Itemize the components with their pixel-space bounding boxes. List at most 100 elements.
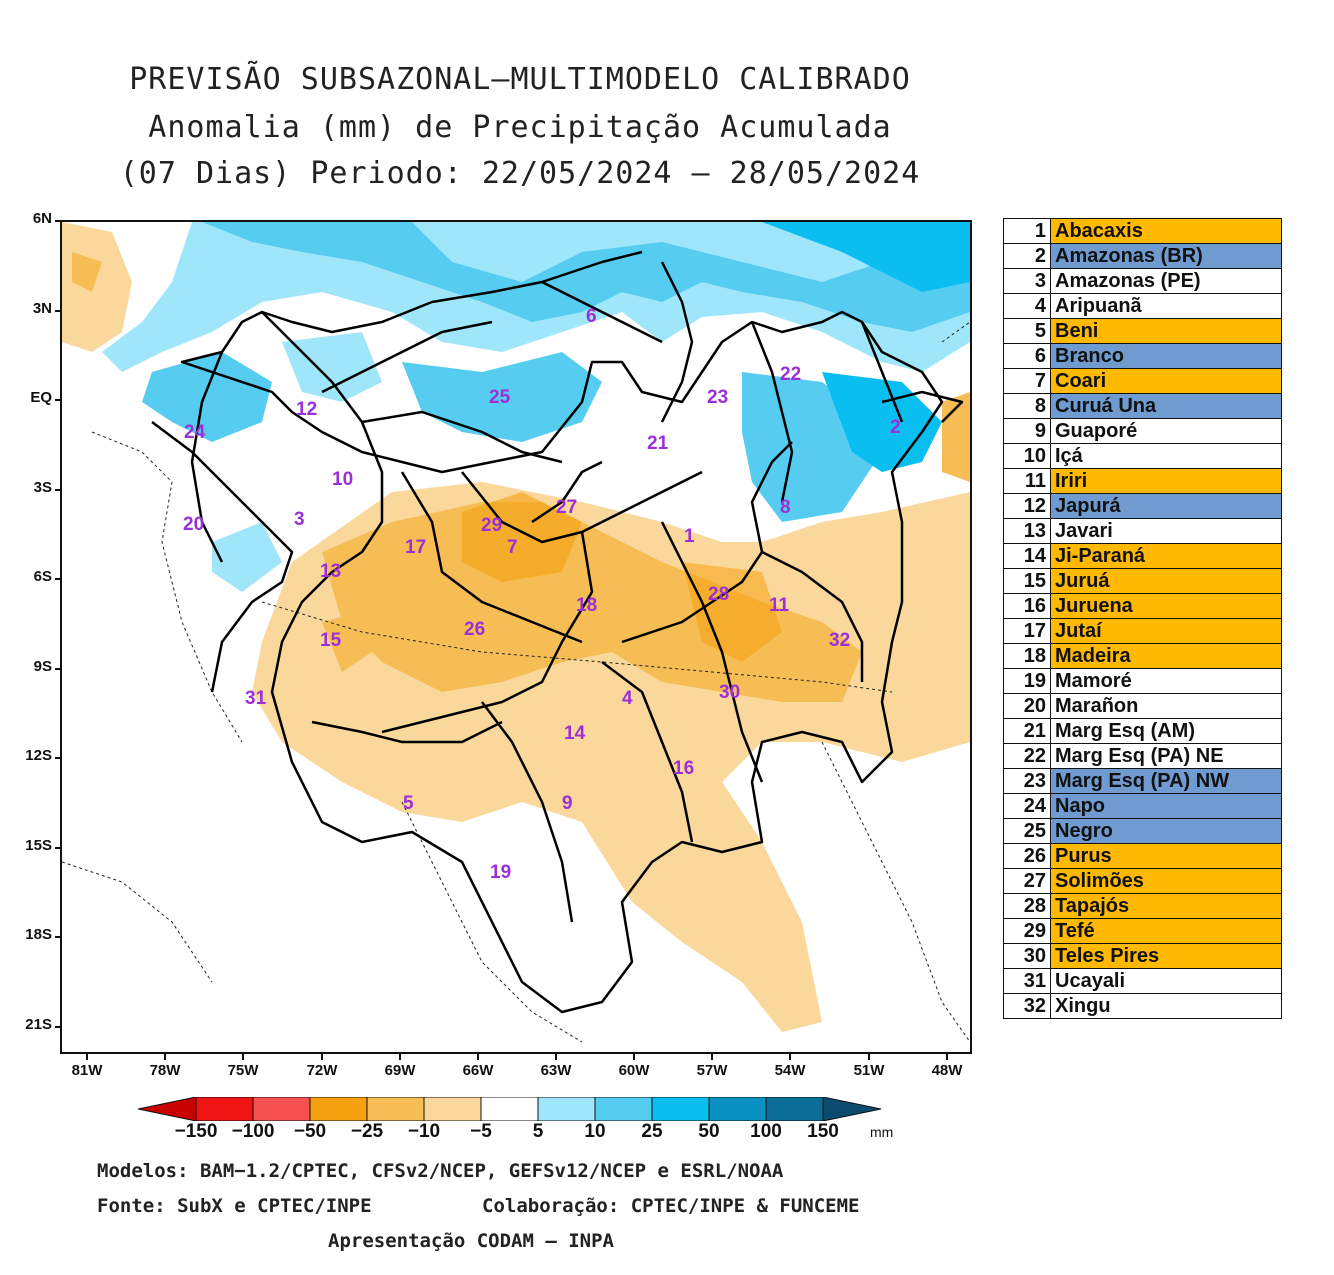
legend-row: 9 Guaporé (1003, 418, 1282, 444)
map-title: PREVISÃO SUBSAZONAL—MULTIMODELO CALIBRAD… (129, 62, 911, 97)
x-tick-label: 78W (149, 1062, 181, 1079)
legend-basin-name: Guaporé (1050, 418, 1282, 444)
footer-collab: Colaboração: CPTEC/INPE & FUNCEME (482, 1195, 860, 1217)
legend-row: 1 Abacaxis (1003, 218, 1282, 244)
colorbar-segment (309, 1097, 368, 1121)
legend-row: 29 Tefé (1003, 918, 1282, 944)
legend-number: 15 (1003, 568, 1051, 594)
legend-row: 10 Içá (1003, 443, 1282, 469)
x-tick-label: 54W (774, 1062, 806, 1079)
legend-basin-name: Xingu (1050, 993, 1282, 1019)
colorbar-segment (195, 1097, 254, 1121)
legend-number: 18 (1003, 643, 1051, 669)
legend-number: 21 (1003, 718, 1051, 744)
legend-number: 14 (1003, 543, 1051, 569)
legend-row: 32 Xingu (1003, 993, 1282, 1019)
region-label: 31 (245, 688, 267, 709)
legend-basin-name: Coari (1050, 368, 1282, 394)
legend-number: 31 (1003, 968, 1051, 994)
region-label: 11 (769, 595, 790, 616)
dry-anomaly-fields (62, 222, 970, 1032)
region-label: 6 (586, 306, 597, 327)
legend-basin-name: Branco (1050, 343, 1282, 369)
legend-number: 1 (1003, 218, 1051, 244)
footer-source: Fonte: SubX e CPTEC/INPE (97, 1195, 372, 1217)
legend-basin-name: Ji-Paraná (1050, 543, 1282, 569)
legend-basin-name: Marañon (1050, 693, 1282, 719)
footer-presentation: Apresentação CODAM – INPA (328, 1230, 614, 1252)
legend-basin-name: Marg Esq (AM) (1050, 718, 1282, 744)
legend-number: 30 (1003, 943, 1051, 969)
x-tick-label: 75W (227, 1062, 259, 1079)
legend-row: 19 Mamoré (1003, 668, 1282, 694)
legend-basin-name: Javari (1050, 518, 1282, 544)
region-labels: 1 2 3 4 5 6 7 8 9 10 11 12 13 14 15 16 1… (183, 306, 901, 883)
region-label: 15 (320, 630, 342, 651)
colorbar-segment (708, 1097, 767, 1121)
map-svg: 1 2 3 4 5 6 7 8 9 10 11 12 13 14 15 16 1… (62, 222, 970, 1043)
region-label: 12 (296, 399, 317, 420)
region-label: 22 (780, 364, 801, 385)
y-tick-label: EQ (30, 389, 52, 406)
legend-row: 26 Purus (1003, 843, 1282, 869)
x-tick-label: 48W (931, 1062, 963, 1079)
x-tick-label: 69W (384, 1062, 416, 1079)
legend-row: 7 Coari (1003, 368, 1282, 394)
y-tick-label: 21S (25, 1016, 52, 1033)
colorbar-unit: mm (870, 1124, 894, 1140)
legend-row: 2 Amazonas (BR) (1003, 243, 1282, 269)
wet-anomaly-fields (102, 222, 970, 592)
region-label: 30 (719, 682, 740, 703)
legend-row: 4 Aripuanã (1003, 293, 1282, 319)
region-label: 27 (556, 497, 577, 518)
legend-row: 3 Amazonas (PE) (1003, 268, 1282, 294)
colorbar-tick-label: −150 (174, 1121, 218, 1142)
legend-basin-name: Amazonas (BR) (1050, 243, 1282, 269)
colorbar-segment (423, 1097, 482, 1121)
colorbar-tick-label: −25 (350, 1121, 384, 1142)
region-label: 2 (890, 417, 901, 438)
legend-number: 11 (1003, 468, 1051, 494)
legend-number: 29 (1003, 918, 1051, 944)
legend-row: 20 Marañon (1003, 693, 1282, 719)
y-tick-label: 3N (32, 300, 52, 317)
y-tick-label: 15S (25, 837, 52, 854)
legend-number: 32 (1003, 993, 1051, 1019)
legend-basin-name: Curuá Una (1050, 393, 1282, 419)
colorbar-tick-label: −5 (470, 1121, 492, 1142)
legend-row: 13 Javari (1003, 518, 1282, 544)
legend-number: 8 (1003, 393, 1051, 419)
colorbar (138, 1097, 882, 1121)
region-label: 4 (622, 688, 633, 709)
legend-row: 16 Juruena (1003, 593, 1282, 619)
legend-number: 9 (1003, 418, 1051, 444)
legend-basin-name: Juruá (1050, 568, 1282, 594)
legend-basin-name: Jutaí (1050, 618, 1282, 644)
map-period: (07 Dias) Periodo: 22/05/2024 – 28/05/20… (119, 156, 921, 191)
legend-basin-name: Marg Esq (PA) NE (1050, 743, 1282, 769)
region-label: 7 (507, 537, 518, 558)
legend-number: 3 (1003, 268, 1051, 294)
region-label: 10 (332, 469, 353, 490)
y-tick-label: 3S (33, 479, 52, 496)
legend-number: 7 (1003, 368, 1051, 394)
colorbar-tick-label: 25 (641, 1121, 663, 1142)
colorbar-segment (252, 1097, 311, 1121)
legend-row: 30 Teles Pires (1003, 943, 1282, 969)
legend-row: 22 Marg Esq (PA) NE (1003, 743, 1282, 769)
legend-number: 22 (1003, 743, 1051, 769)
colorbar-segment (366, 1097, 425, 1121)
colorbar-arrow-right (822, 1097, 882, 1121)
legend-basin-name: Mamoré (1050, 668, 1282, 694)
y-tick-label: 9S (33, 658, 52, 675)
legend-number: 19 (1003, 668, 1051, 694)
legend-number: 27 (1003, 868, 1051, 894)
legend-number: 16 (1003, 593, 1051, 619)
legend-row: 6 Branco (1003, 343, 1282, 369)
colorbar-tick-label: 5 (532, 1121, 544, 1142)
legend-basin-name: Madeira (1050, 643, 1282, 669)
region-label: 20 (183, 514, 204, 535)
legend-number: 10 (1003, 443, 1051, 469)
legend-basin-name: Içá (1050, 443, 1282, 469)
colorbar-segment (651, 1097, 710, 1121)
